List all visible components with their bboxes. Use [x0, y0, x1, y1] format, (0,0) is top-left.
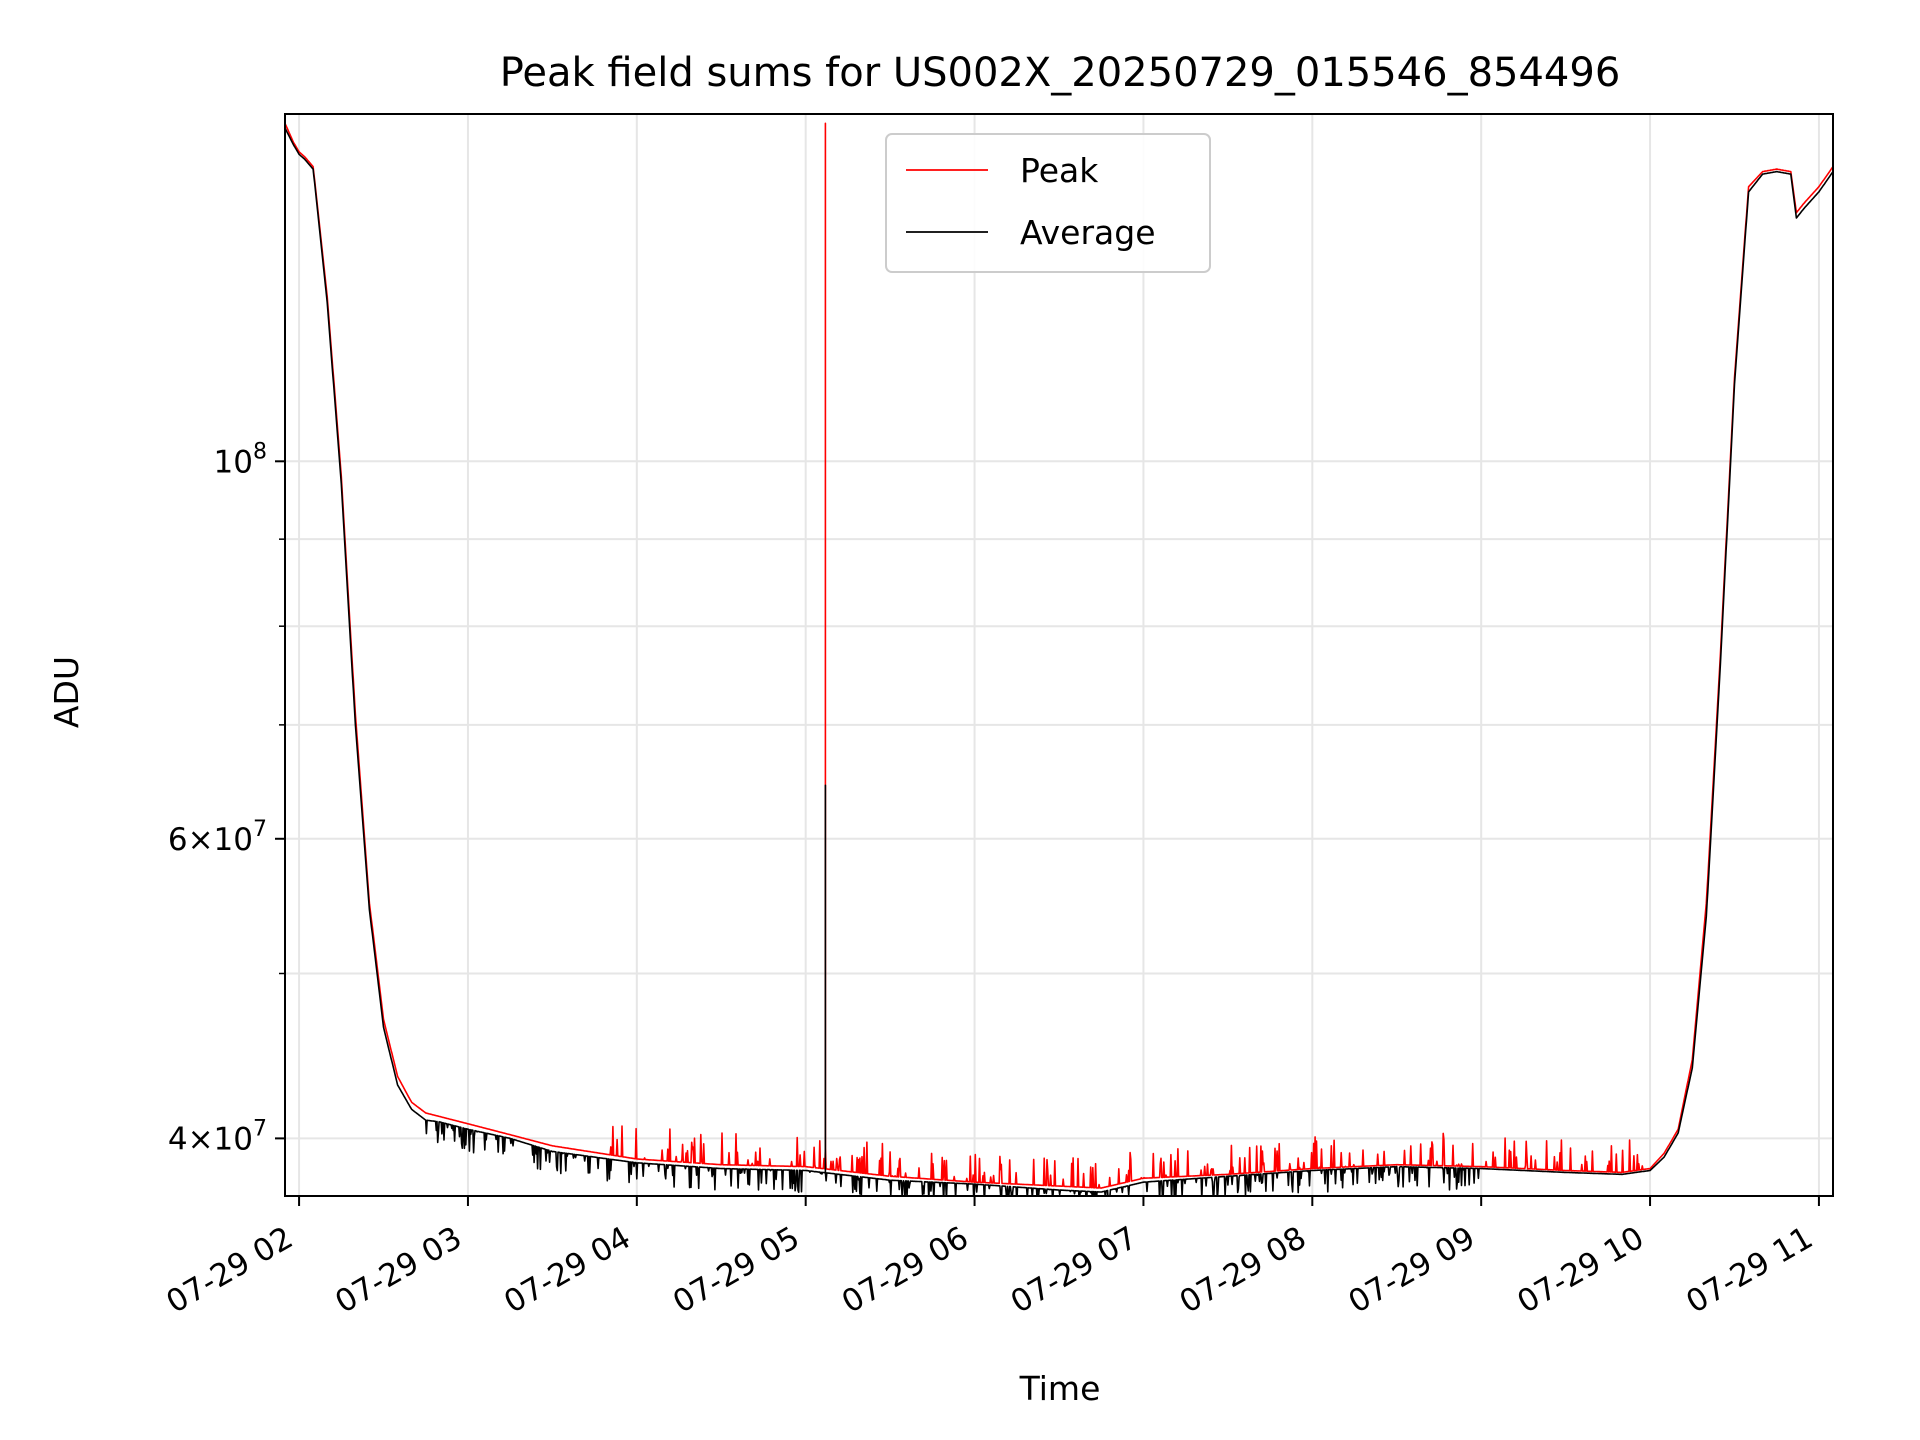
y-axis-label: ADU	[47, 656, 86, 728]
y-tick-label: 6×107	[168, 817, 267, 858]
y-tick-label: 108	[214, 439, 267, 480]
legend-box	[885, 133, 1211, 273]
plot-frame	[284, 113, 1834, 1197]
series-line-peak	[285, 122, 1833, 1189]
series-layer	[285, 122, 1833, 1196]
y-tick-label: 4×107	[168, 1116, 267, 1157]
legend-label-average: Average	[1020, 213, 1156, 252]
legend-label-peak: Peak	[1020, 151, 1099, 190]
legend: Peak Average	[885, 133, 1211, 273]
series-line-average	[285, 127, 1833, 1196]
grid-lines	[285, 114, 1833, 1196]
x-axis-label: Time	[1019, 1369, 1101, 1408]
chart-title: Peak field sums for US002X_20250729_0155…	[500, 50, 1621, 96]
